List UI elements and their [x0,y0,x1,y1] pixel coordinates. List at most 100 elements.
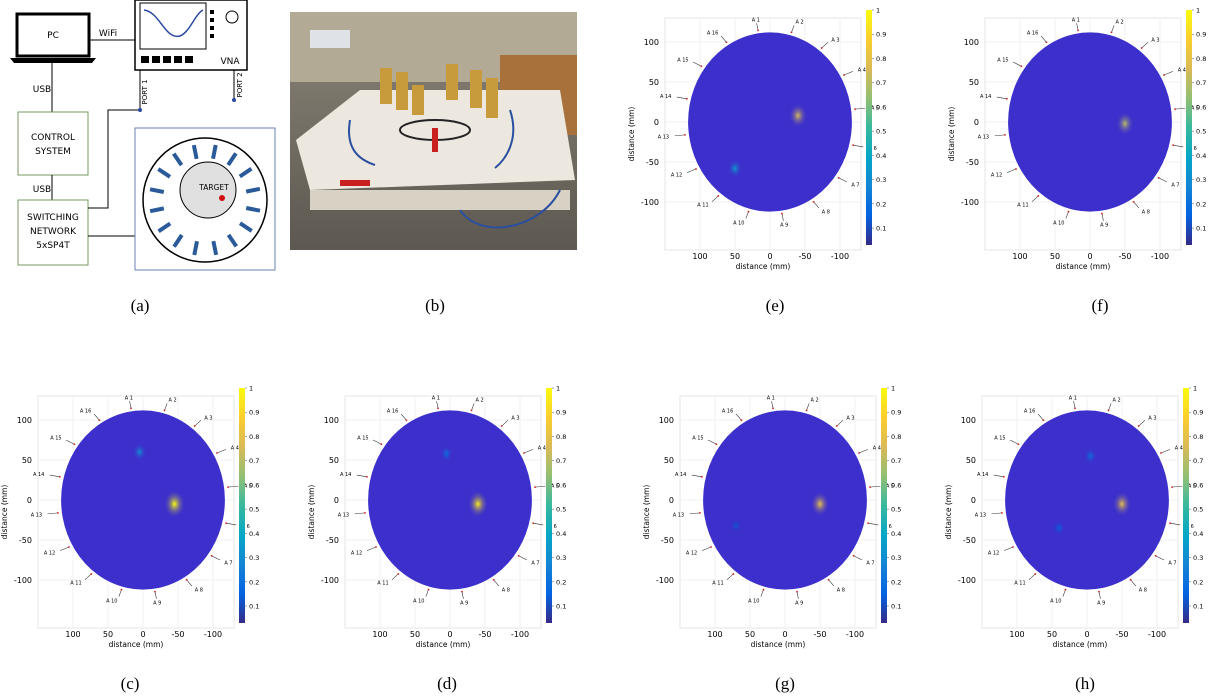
caption: (a) [131,296,150,315]
antenna-arrow [702,547,711,551]
antenna-tip [1141,47,1143,49]
antenna-tip [1101,213,1103,215]
x-tick-label: -50 [1118,252,1131,261]
antenna-arrow [844,71,853,75]
antenna-label: A 7 [1171,182,1179,188]
antenna-tip [1034,573,1036,575]
colorbar-tick-label: 0.1 [556,603,566,611]
antenna-tip [838,177,840,179]
antenna-arrow [1134,202,1139,208]
antenna-tip [1046,41,1048,43]
antenna-tip [59,476,61,478]
x-tick-label: 50 [730,252,740,261]
x-tick-label: 50 [103,630,113,639]
antenna-label: A 11 [70,581,81,587]
antenna-label: A 9 [1100,223,1108,229]
y-tick-label: -50 [661,536,674,545]
hot-spot [730,518,742,534]
antenna-label: A 7 [851,182,859,188]
colorbar-tick-label: 0.5 [1193,506,1203,514]
colorbar-tick-label: 1 [1193,385,1197,393]
colorbar-tick-label: 0.1 [249,603,259,611]
antenna-arrow [524,449,533,453]
antenna-label: A 7 [531,560,539,566]
antenna-label: A 2 [1113,398,1121,404]
colorbar-tick-label: 0.9 [1193,409,1203,417]
antenna-label: A 12 [671,173,682,179]
antenna-tip [732,573,734,575]
antenna-arrow [1112,25,1115,32]
antenna-label: A 10 [1053,220,1064,226]
antenna-tip [757,29,759,31]
antenna-tip [1163,74,1165,76]
colorbar-tick-label: 0.3 [891,554,901,562]
antenna-label: A 14 [980,94,991,100]
antenna-label: A 16 [722,409,733,415]
colorbar-tick-label: 0.1 [891,603,901,611]
wifi-label: WiFi [99,29,117,39]
antenna-arrow [675,135,685,136]
usb-label: USB [33,185,51,195]
antenna-arrow [1004,547,1013,551]
antenna-label: A 10 [413,598,424,604]
antenna-label: A 13 [658,134,669,140]
hot-spot [164,490,186,519]
antenna-arrow [1099,592,1100,599]
antenna-arrow [814,202,819,208]
antenna-tip [1138,425,1140,427]
y-axis-label: distance (mm) [944,485,953,540]
colorbar-tick-label: 0.8 [556,433,566,441]
antenna-label: A 11 [712,581,723,587]
antenna-tip [781,213,783,215]
colorbar-tick-label: 0.1 [1196,225,1206,233]
antenna-arrow [1029,574,1035,580]
y-tick-label: 50 [22,456,32,465]
antenna-arrow [868,523,878,525]
y-axis-label: distance (mm) [0,485,9,540]
colorbar-tick-label: 0.9 [1196,31,1206,39]
y-tick-label: -50 [646,158,659,167]
x-tick-label: 100 [692,252,707,261]
antenna-label: A 7 [224,560,232,566]
x-tick-label: 100 [372,630,387,639]
antenna-label: A 15 [692,436,703,442]
antenna-tip [684,134,686,136]
colorbar-tick-label: 0.3 [1196,176,1206,184]
pc-label: PC [47,31,59,41]
antenna-arrow [217,449,226,453]
x-tick-label: -50 [798,252,811,261]
x-axis-label: distance (mm) [736,262,791,271]
antenna-arrow [226,523,236,525]
antenna-tip [68,546,70,548]
antenna-label: A 15 [357,436,368,442]
antenna-label: A 11 [697,203,708,209]
antenna-arrow [992,513,1002,514]
hot-spot [728,159,743,178]
antenna-arrow [782,214,783,221]
system-diagram: PC WiFi VNA USB CONTROL SYSTEM USB SWITC… [10,0,275,270]
antenna-label: A 2 [1116,20,1124,26]
antenna-arrow [1066,212,1069,219]
colorbar [546,388,552,623]
antenna-arrow [829,580,834,586]
antenna-label: A 4 [1175,445,1183,451]
antenna-tip [1174,108,1176,110]
antenna-arrow [746,212,749,219]
colorbar-tick-label: 0.7 [891,457,901,465]
antenna-label: A 15 [997,58,1008,64]
antenna-arrow [859,449,868,453]
colorbar-tick-label: 1 [876,7,880,15]
y-tick-label: 100 [961,416,976,425]
antenna-label: A 1 [752,17,760,23]
antenna-tip [375,546,377,548]
antenna-arrow [1142,42,1148,48]
colorbar-tick-label: 0.5 [1196,128,1206,136]
colorbar-tick-label: 0.6 [1193,481,1203,489]
antenna-arrow [1161,449,1170,453]
antenna-label: A 16 [387,409,398,415]
colorbar-tick-label: 0.4 [1196,152,1206,160]
antenna-dash [246,189,260,192]
antenna-arrow [853,145,863,147]
antenna-label: A 4 [1178,67,1186,73]
x-tick-label: -50 [171,630,184,639]
